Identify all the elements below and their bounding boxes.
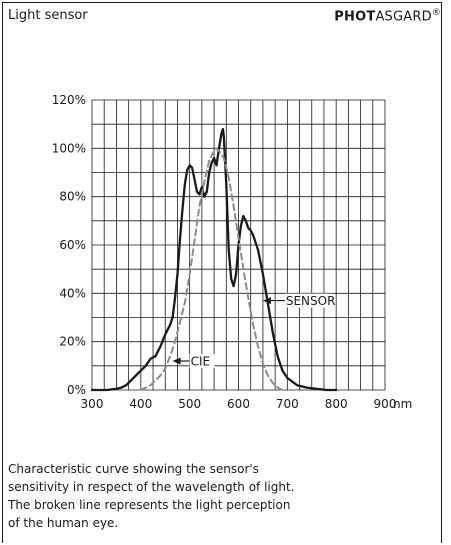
brand-bold: PHOT <box>334 9 376 25</box>
page-title: Light sensor <box>8 8 88 23</box>
annotation-label-bg <box>284 293 333 308</box>
y-tick-label: 0% <box>67 383 86 397</box>
brand-rest: ASGARD <box>375 9 432 25</box>
caption-line-1: Characteristic curve showing the sensor'… <box>8 462 259 476</box>
x-axis-unit: nm <box>393 397 412 411</box>
series-line-cie <box>139 147 284 391</box>
annotation-label-bg <box>189 354 215 368</box>
annotation-label-sensor: SENSOR <box>286 294 336 308</box>
annotation-label-cie: CIE <box>191 355 211 369</box>
x-tick-label: 400 <box>129 397 152 411</box>
y-tick-label: 60% <box>59 238 86 252</box>
annotation-arrowhead-cie <box>172 357 181 365</box>
y-tick-label: 20% <box>59 335 86 349</box>
y-tick-label: 100% <box>52 141 86 155</box>
x-tick-label: 600 <box>227 397 250 411</box>
x-tick-label: 700 <box>276 397 299 411</box>
panel-frame <box>2 2 442 543</box>
x-tick-label: 500 <box>178 397 201 411</box>
brand-logo: PHOTASGARD® <box>334 8 441 24</box>
annotation-arrowhead-sensor <box>262 297 271 305</box>
caption-line-4: of the human eye. <box>8 516 119 530</box>
y-tick-label: 80% <box>59 190 86 204</box>
x-tick-label: 800 <box>325 397 348 411</box>
brand-mark: ® <box>431 8 441 18</box>
y-tick-label: 120% <box>52 93 86 107</box>
caption-line-3: The broken line represents the light per… <box>8 498 291 512</box>
caption-line-2: sensitivity in respect of the wavelength… <box>8 480 295 494</box>
x-tick-label: 900 <box>374 397 397 411</box>
chart-caption: Characteristic curve showing the sensor'… <box>8 460 428 532</box>
x-tick-label: 300 <box>81 397 104 411</box>
series-line-sensor <box>90 127 338 392</box>
y-tick-label: 40% <box>59 286 86 300</box>
